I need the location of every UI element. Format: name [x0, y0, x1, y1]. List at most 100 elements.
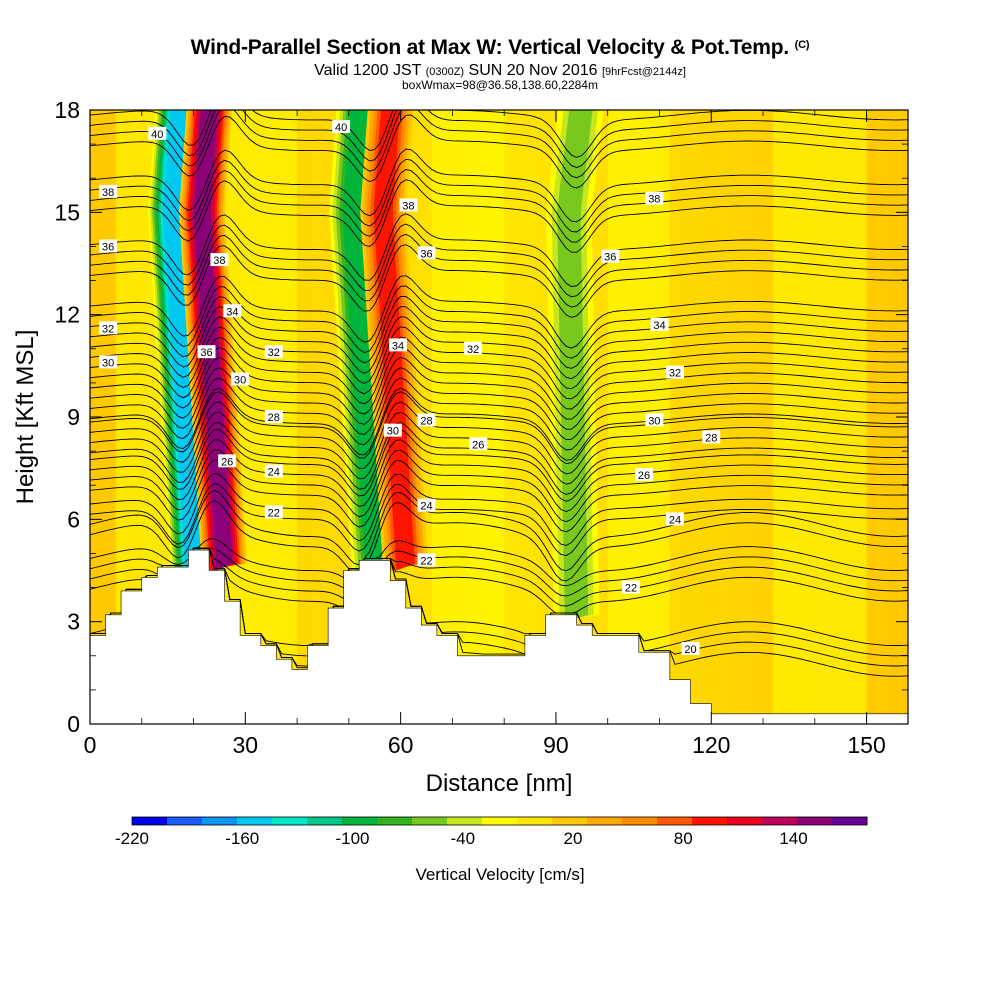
contour-label-bg: [645, 413, 664, 427]
theta-contour-line: [90, 316, 908, 390]
contour-label-text: 40: [151, 129, 163, 141]
contour-label: 30: [383, 423, 402, 438]
contour-label-text: 24: [268, 467, 280, 479]
theta-contour-line: [90, 326, 908, 400]
contour-label-bg: [417, 413, 436, 427]
x-tick-label: 0: [84, 732, 97, 758]
contour-label-text: 22: [625, 583, 637, 595]
contour-label: 28: [702, 430, 721, 444]
contour-label-text: 26: [221, 456, 233, 468]
theta-contour-line: [90, 295, 908, 369]
theta-contour-line: [90, 114, 908, 189]
contour-label-text: 28: [420, 415, 432, 427]
chart-subtitle: Valid 1200 JST (0300Z) SUN 20 Nov 2016 […: [0, 62, 1000, 80]
contour-label-text: 32: [467, 344, 479, 356]
colorbar-swatch: [552, 817, 588, 825]
theta-contour-line: [90, 547, 908, 607]
colorbar-swatch: [272, 817, 308, 825]
contour-label: 28: [264, 410, 283, 424]
theta-contour-line: [90, 377, 908, 451]
contour-label-bg: [264, 464, 283, 478]
contour-label: 36: [601, 249, 620, 264]
colorbar-swatch: [132, 817, 168, 825]
x-tick-label: 150: [847, 732, 885, 758]
contour-label: 38: [210, 253, 229, 267]
contour-labels: 40 40 38 38 38 38 36 36 36 34 34 34 36 32 32 32 32 30 30 30…: [99, 120, 721, 656]
forecast-info: [9hrFcst@2144z]: [601, 66, 686, 78]
contour-label: 26: [218, 454, 237, 468]
contour-label: 24: [666, 512, 685, 526]
colorbar-tick-label: -100: [335, 829, 369, 848]
theta-contour-line: [90, 547, 908, 647]
theta-contour-line: [90, 179, 908, 253]
contour-label-text: 28: [268, 412, 280, 424]
contour-label: 24: [264, 464, 283, 479]
contour-label-text: 32: [102, 323, 114, 335]
colorbar-tick-label: 80: [674, 829, 693, 848]
contour-label-bg: [622, 580, 641, 594]
contour-label: 22: [264, 505, 283, 520]
chart-title: Wind-Parallel Section at Max W: Vertical…: [0, 36, 1000, 60]
y-tick-label: 18: [54, 97, 80, 123]
contour-label-bg: [264, 345, 283, 359]
box-wmax-info: boxWmax=98@36.58,138.60,2284m: [402, 78, 598, 92]
colorbar-swatch: [342, 817, 378, 825]
colorbar-tick-label: -40: [450, 829, 475, 848]
contour-label-text: 36: [200, 347, 212, 359]
theta-contour-line: [90, 439, 908, 512]
contour-label-text: 24: [420, 501, 432, 513]
theta-contour-line: [90, 223, 908, 298]
theta-contour-line: [90, 233, 908, 308]
y-tick-label: 3: [67, 609, 80, 635]
x-tick-label: 30: [233, 732, 259, 758]
x-tick-label: 120: [692, 732, 730, 758]
copyright-mark: (C): [794, 39, 810, 51]
contour-label: 34: [223, 304, 242, 318]
contour-label-bg: [197, 345, 216, 359]
contour-label: 26: [469, 437, 488, 451]
contour-label-text: 30: [387, 426, 399, 438]
contour-label-text: 34: [653, 320, 665, 332]
y-tick-label: 6: [67, 506, 80, 532]
contour-label: 28: [417, 413, 436, 427]
contour-label: 38: [99, 184, 118, 199]
colorbar-swatch: [832, 817, 868, 825]
theta-contour-line: [90, 547, 908, 614]
contour-label-bg: [231, 372, 250, 386]
theta-contour-line: [90, 429, 908, 502]
colorbar-tick-label: 20: [564, 829, 583, 848]
colorbar-swatch: [237, 817, 273, 825]
contour-label-text: 28: [705, 432, 717, 444]
theta-contour-line: [90, 538, 908, 587]
contour-label-text: 34: [392, 340, 404, 352]
contour-label-text: 34: [226, 306, 238, 318]
colorbar-swatch: [447, 817, 483, 825]
contour-label-bg: [681, 641, 700, 655]
contour-label-bg: [634, 467, 653, 481]
contour-label-bg: [210, 253, 229, 267]
contour-label-text: 36: [102, 241, 114, 253]
x-axis-label: Distance [nm]: [426, 770, 573, 797]
contour-label: 26: [634, 467, 653, 482]
contour-label-text: 36: [420, 248, 432, 260]
contour-label: 38: [645, 191, 664, 206]
contour-label-bg: [645, 191, 664, 205]
contour-label-bg: [264, 410, 283, 423]
theta-contour-line: [90, 422, 908, 495]
theta-contour-line: [90, 336, 908, 410]
colorbar-swatch: [412, 817, 448, 825]
contour-label-text: 22: [268, 508, 280, 520]
colorbar-swatch: [517, 817, 553, 825]
theta-contour-line: [90, 472, 908, 546]
field-zone: [773, 110, 867, 724]
theta-contour-line: [90, 285, 908, 359]
valid-time: Valid 1200 JST: [314, 62, 422, 79]
contour-label-text: 40: [335, 122, 347, 134]
y-tick-label: 0: [67, 711, 80, 737]
contour-label-text: 38: [102, 187, 114, 199]
contour-label-text: 38: [213, 255, 225, 267]
valid-date: SUN 20 Nov 2016: [468, 62, 598, 79]
theta-contour-line: [90, 346, 908, 420]
